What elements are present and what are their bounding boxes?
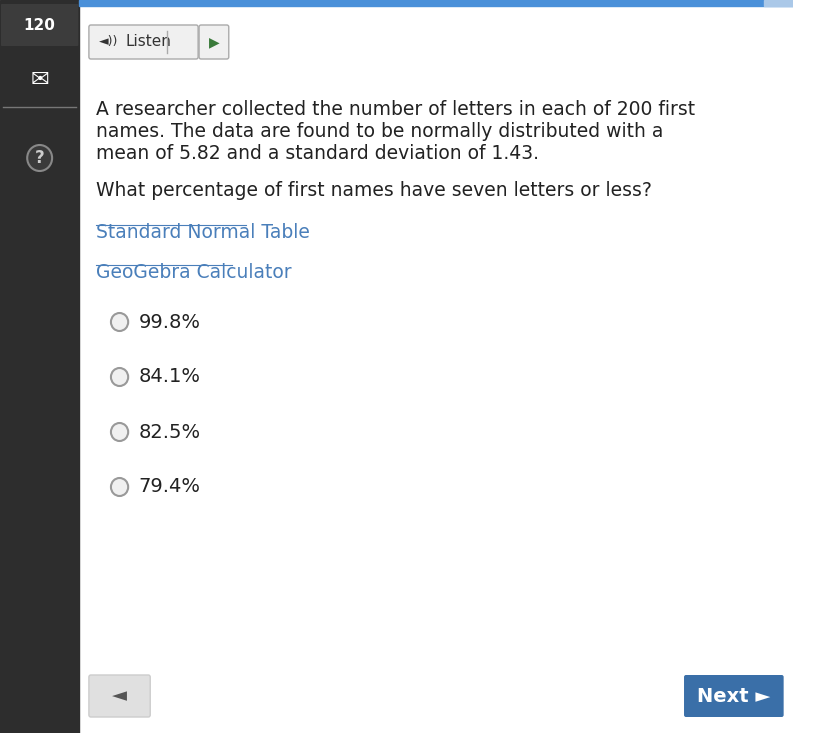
FancyBboxPatch shape bbox=[683, 675, 782, 717]
Text: What percentage of first names have seven letters or less?: What percentage of first names have seve… bbox=[95, 181, 651, 200]
Text: 79.4%: 79.4% bbox=[139, 477, 200, 496]
FancyBboxPatch shape bbox=[198, 25, 228, 59]
Circle shape bbox=[111, 478, 128, 496]
Text: 84.1%: 84.1% bbox=[139, 367, 200, 386]
Text: A researcher collected the number of letters in each of 200 first: A researcher collected the number of let… bbox=[95, 100, 694, 119]
Text: 120: 120 bbox=[24, 18, 55, 32]
Text: ◄: ◄ bbox=[112, 687, 127, 705]
Circle shape bbox=[111, 313, 128, 331]
Text: ▶: ▶ bbox=[208, 35, 219, 49]
Bar bbox=[79, 0, 792, 6]
Text: GeoGebra Calculator: GeoGebra Calculator bbox=[95, 263, 291, 282]
Circle shape bbox=[111, 423, 128, 441]
Text: ◄)): ◄)) bbox=[98, 35, 117, 48]
Text: 82.5%: 82.5% bbox=[139, 422, 201, 441]
FancyBboxPatch shape bbox=[88, 25, 198, 59]
Text: mean of 5.82 and a standard deviation of 1.43.: mean of 5.82 and a standard deviation of… bbox=[95, 144, 538, 163]
Bar bbox=[763, 0, 792, 6]
Circle shape bbox=[27, 145, 52, 171]
Text: Next ►: Next ► bbox=[696, 687, 770, 705]
Text: ✉: ✉ bbox=[31, 70, 49, 90]
Text: names. The data are found to be normally distributed with a: names. The data are found to be normally… bbox=[95, 122, 662, 141]
Text: Listen: Listen bbox=[125, 34, 171, 50]
FancyBboxPatch shape bbox=[88, 675, 150, 717]
Bar bbox=[0, 0, 79, 733]
Text: Standard Normal Table: Standard Normal Table bbox=[95, 223, 309, 242]
Circle shape bbox=[111, 368, 128, 386]
FancyBboxPatch shape bbox=[1, 4, 79, 46]
Text: ?: ? bbox=[35, 149, 45, 167]
Text: 99.8%: 99.8% bbox=[139, 312, 200, 331]
